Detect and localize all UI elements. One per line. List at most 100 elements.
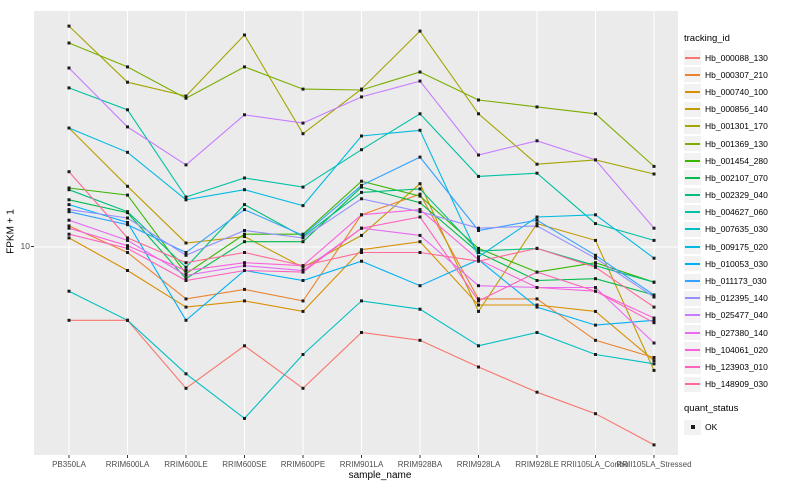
data-point [477,112,480,116]
data-point [594,309,597,313]
legend-key-line-icon [684,136,701,152]
legend-item: Hb_002107_070 [684,169,798,186]
data-point [67,203,71,207]
data-point [418,233,422,237]
data-point [67,41,71,45]
x-tick-label: PB350LA [52,460,86,469]
data-point [301,265,305,269]
data-point [301,269,305,272]
data-point [126,216,129,220]
data-point [477,255,480,259]
data-point [594,261,597,265]
x-tick-label: RRIM928LA [457,460,501,469]
legend-item: Hb_004627_060 [684,204,798,221]
data-point [360,179,363,183]
data-point [67,318,71,322]
data-point [67,218,71,222]
data-point [67,198,71,202]
data-point [594,286,597,289]
legend-item-label: Hb_001454_280 [705,155,768,166]
data-point [67,210,71,214]
legend-key-line-icon [684,170,701,186]
data-point [418,210,422,214]
data-point [243,299,246,303]
legend-key-line-icon [684,307,701,323]
legend-item-label: Hb_002329_040 [705,190,768,201]
legend-item: Hb_027380_140 [684,324,798,341]
legend-item-label: Hb_104061_020 [705,344,768,355]
legend-item-label: Hb_009175_020 [705,241,768,252]
legend-key-line-icon [684,290,701,306]
data-point [67,126,71,130]
data-point [301,204,305,208]
data-point [652,368,656,372]
data-point [126,251,129,254]
legend-item: Hb_123903_010 [684,358,798,375]
data-point [594,338,597,342]
data-point [477,226,480,230]
data-point [243,113,246,117]
data-point [67,186,71,190]
legend-key-line-icon [684,273,701,289]
data-point [594,256,597,260]
data-point [126,318,129,322]
data-point [477,309,480,313]
legend-key-line-icon [684,50,701,66]
data-point [652,280,656,284]
data-point [243,203,246,207]
legend-key-line-icon [684,221,701,237]
data-point [243,232,246,236]
data-point [184,272,188,276]
data-point [126,221,129,224]
legend-key-line-icon [684,359,701,375]
data-point [652,443,656,447]
data-point [360,148,363,152]
data-point [360,299,363,303]
data-point [652,226,656,230]
legend-item: Hb_002329_040 [684,187,798,204]
data-point [184,253,188,257]
data-point [535,286,539,289]
data-point [535,218,539,222]
legend-item-ok: OK [684,419,798,436]
data-point [67,66,71,70]
data-point [535,303,539,307]
data-point [360,331,363,334]
data-point [652,295,656,299]
data-point [652,359,656,363]
data-point [535,171,539,175]
legend-item: Hb_011173_030 [684,272,798,289]
legend-key-line-icon [684,153,701,169]
data-point [243,269,246,272]
data-point [184,277,188,281]
data-point [652,293,656,297]
data-point [126,184,129,188]
legend-item-label: Hb_123903_010 [705,361,768,372]
data-point [477,259,480,263]
data-point [243,264,246,268]
data-point [126,125,129,129]
data-point [126,108,129,112]
data-point [360,88,363,92]
data-point [477,299,480,303]
data-point [184,372,188,376]
data-point [535,246,539,250]
data-point [652,341,656,345]
y-tick-label: 10 [20,241,30,251]
data-point [126,238,129,242]
data-point [184,163,188,167]
legend-key-line-icon [684,67,701,83]
data-point [301,87,305,91]
legend-item-label: Hb_000088_130 [705,52,768,63]
data-point [594,158,597,162]
data-point [184,318,188,322]
x-tick-label: RRII105LA_Stressed [616,460,691,469]
legend-item-label: Hb_011173_030 [705,276,767,287]
data-point [477,344,480,348]
data-point [360,95,363,99]
legend-item-label: Hb_012395_140 [705,293,768,304]
data-point [418,338,422,342]
legend-item: Hb_148909_030 [684,376,798,393]
data-point [535,279,539,282]
